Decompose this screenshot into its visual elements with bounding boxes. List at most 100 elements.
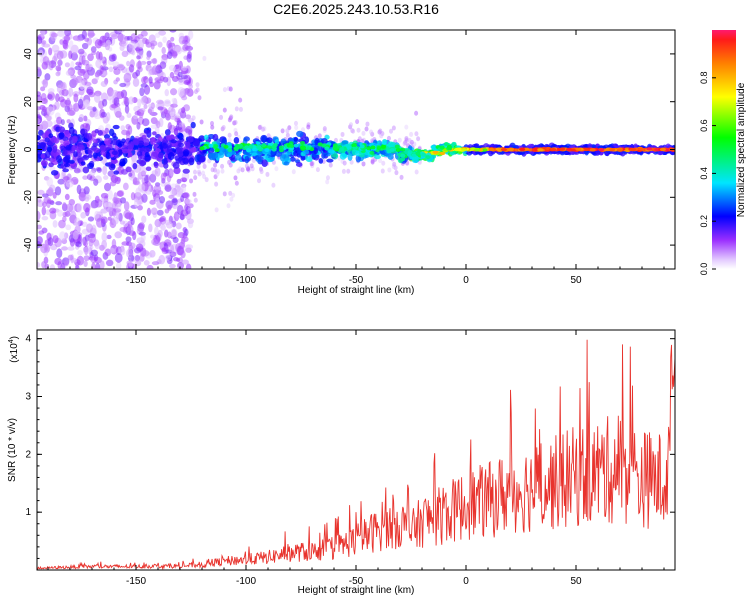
spectrogram-cell	[421, 152, 427, 157]
spectrogram-cell	[138, 140, 145, 146]
spectrogram-cell	[285, 128, 290, 134]
spectrogram-cell	[350, 128, 355, 134]
spectrogram-cell	[41, 106, 47, 113]
spectrogram-cell	[68, 87, 74, 97]
spectrogram-cell	[128, 64, 135, 73]
spectrogram-cell	[283, 161, 290, 166]
spectrogram-cell	[195, 82, 200, 88]
snr-x-tick-label: 0	[463, 576, 469, 587]
spectrogram-cell	[500, 148, 507, 152]
spectrogram-cell	[192, 191, 197, 197]
spectrogram-cell	[81, 59, 90, 66]
spectrogram-y-tick-label: 20	[23, 96, 34, 108]
spectrogram-cell	[374, 154, 381, 160]
spectrogram-x-ticks: -150 -100 -50 0 50	[47, 30, 665, 286]
spectrogram-cell	[87, 153, 93, 159]
spectrogram-cell	[158, 30, 167, 36]
spectrogram-cell	[324, 146, 330, 151]
spectrogram-cell	[167, 231, 172, 239]
spectrogram-cell	[168, 64, 176, 72]
spectrogram-cell	[105, 151, 111, 160]
spectrogram-cell	[62, 211, 68, 217]
spectrogram-cell	[160, 172, 167, 181]
spectrogram-cell	[185, 114, 192, 120]
spectrogram-cell	[158, 217, 166, 222]
spectrogram-cell	[169, 111, 175, 117]
spectrogram-cell	[257, 124, 262, 130]
spectrogram-cell	[62, 39, 68, 49]
spectrogram-cell	[387, 167, 392, 173]
spectrogram-cell	[76, 184, 82, 195]
spectrogram-cell	[57, 209, 64, 217]
spectrogram-cell	[128, 260, 133, 268]
spectrogram-cell	[364, 126, 369, 132]
spectrogram-cell	[40, 92, 47, 101]
spectrogram-cell	[289, 143, 295, 148]
spectrogram-cell	[172, 204, 179, 210]
spectrogram-cell	[141, 193, 148, 203]
spectrogram-cell	[313, 147, 319, 155]
spectrogram-cell	[587, 143, 593, 149]
spectrogram-cell	[146, 60, 152, 65]
spectrogram-cell	[37, 189, 45, 196]
spectrogram-cell	[56, 50, 64, 60]
spectrogram-cell	[40, 153, 46, 159]
spectrogram-cell	[68, 126, 75, 135]
spectrogram-cell	[166, 51, 173, 60]
spectrogram-cell	[583, 147, 590, 152]
spectrogram-cell	[150, 207, 158, 215]
spectrogram-cell	[328, 149, 334, 154]
spectrogram-cell	[291, 169, 296, 175]
spectrogram-cell	[83, 186, 90, 195]
spectrogram-x-tick-label: -150	[126, 275, 146, 286]
spectrogram-cell	[196, 164, 201, 170]
spectrogram-cell	[42, 78, 49, 88]
spectrogram-cell	[184, 204, 189, 211]
spectrogram-cell	[147, 265, 153, 269]
spectrogram-cell	[260, 126, 265, 132]
spectrogram-cell	[182, 158, 190, 165]
spectrogram-cell	[659, 147, 666, 152]
spectrogram-cell	[284, 151, 292, 156]
spectrogram-cell	[113, 170, 120, 175]
spectrogram-cell	[537, 148, 544, 152]
spectrogram-cell	[188, 203, 194, 209]
spectrogram-cell	[202, 174, 207, 180]
spectrogram-cell	[365, 121, 370, 127]
spectrogram-cell	[40, 142, 47, 147]
spectrogram-cell	[369, 129, 374, 135]
spectrogram-cell	[313, 154, 319, 159]
spectrogram-cell	[37, 106, 42, 111]
spectrogram-cell	[70, 52, 78, 61]
spectrogram-cell	[172, 237, 179, 244]
spectrogram-cell	[172, 161, 180, 169]
spectrogram-cell	[222, 191, 227, 197]
spectrogram-cell	[137, 33, 144, 40]
spectrogram-cell	[369, 150, 375, 155]
spectrogram-cell	[100, 208, 107, 214]
spectrogram-cell	[148, 76, 153, 84]
spectrogram-cell	[47, 88, 55, 94]
spectrogram-cell	[214, 148, 220, 153]
spectrogram-cell	[116, 30, 125, 33]
snr-x-tick-label: -50	[349, 576, 364, 587]
spectrogram-cell	[150, 151, 158, 160]
spectrogram-cell	[381, 160, 386, 166]
spectrogram-x-tick-label: -100	[236, 275, 256, 286]
spectrogram-cell	[150, 42, 155, 50]
spectrogram-cell	[100, 150, 106, 156]
figure-title: C2E6.2025.243.10.53.R16	[273, 1, 439, 17]
spectrogram-cell	[94, 113, 102, 120]
snr-x-tick-label: -100	[236, 576, 256, 587]
spectrogram-cell	[394, 170, 399, 176]
spectrogram-cell	[185, 263, 192, 269]
spectrogram-cell	[143, 129, 151, 134]
spectrogram-cell	[46, 146, 53, 153]
spectrogram-cell	[325, 175, 330, 181]
spectrogram-cell	[399, 174, 404, 180]
spectrogram-cell	[233, 175, 238, 181]
spectrogram-cell	[215, 171, 220, 177]
spectrogram-cell	[92, 138, 98, 144]
spectrogram-cell	[177, 86, 185, 97]
spectrogram-cell	[142, 250, 150, 257]
